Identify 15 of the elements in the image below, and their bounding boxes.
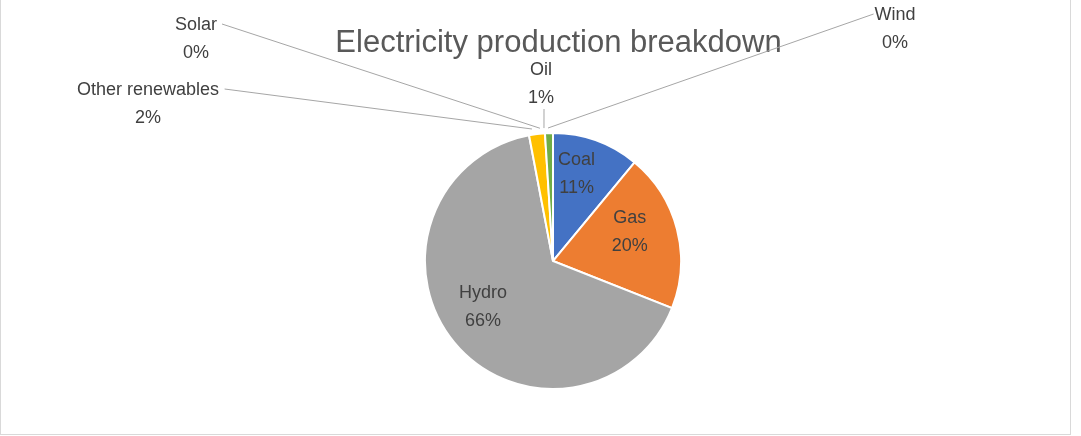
category-label: Wind [874, 4, 916, 24]
slice-label: Other renewables [76, 79, 220, 99]
slice-label: Oil [530, 59, 552, 79]
text: 0% [881, 32, 909, 52]
text: 0% [182, 42, 210, 62]
slice-label: Hydro [458, 281, 507, 302]
data-label: 1% [527, 87, 555, 107]
data-label: 2% [134, 107, 162, 127]
chart-title: Electricity production breakdown [335, 24, 782, 59]
slice-label: Gas [613, 206, 647, 227]
data-label: 66% [464, 309, 501, 330]
data-label: 11% [559, 176, 594, 197]
category-label: Solar [174, 14, 218, 34]
data-label: 20% [611, 234, 648, 255]
slice-label: Coal [558, 148, 596, 169]
